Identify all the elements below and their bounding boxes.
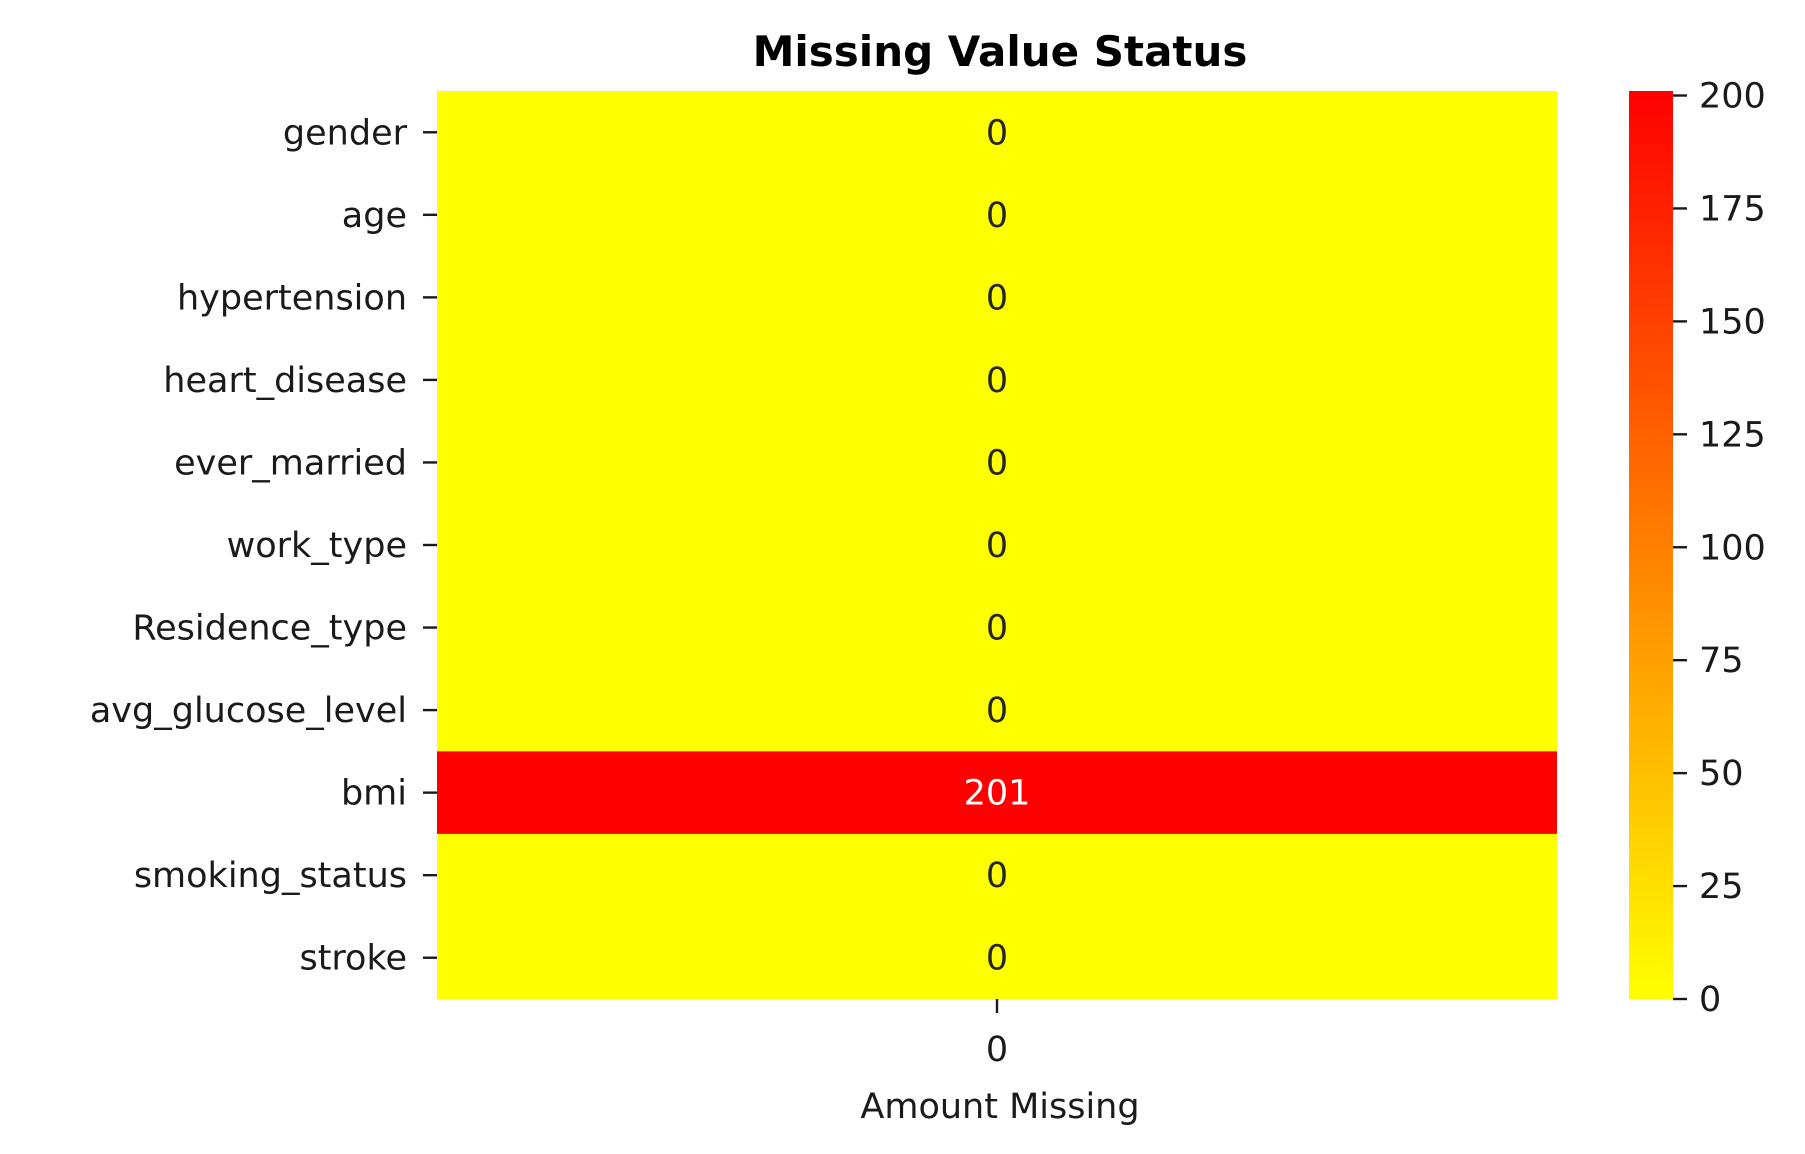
colorbar — [1629, 91, 1673, 999]
colorbar-tick-label: 100 — [1699, 528, 1766, 568]
heatmap-cell — [437, 586, 1557, 670]
x-axis-label: Amount Missing — [860, 1087, 1139, 1127]
cell-value-label: 0 — [986, 113, 1008, 153]
y-axis: gender age hypertension heart_disease ever_m… — [90, 113, 437, 979]
heatmap-cell — [437, 833, 1557, 917]
cell-value-label: 0 — [986, 278, 1008, 318]
heatmap-cell — [437, 338, 1557, 422]
heatmap-cell — [437, 173, 1557, 257]
heatmap-cell — [437, 751, 1557, 835]
y-tick-label: smoking_status — [134, 856, 407, 896]
colorbar-tick-label: 25 — [1699, 867, 1744, 907]
cell-value-label: 201 — [964, 774, 1031, 814]
heatmap-cell — [437, 421, 1557, 505]
cell-value-label: 0 — [986, 526, 1008, 566]
heatmap-cell — [437, 256, 1557, 340]
colorbar-tick-label: 125 — [1699, 415, 1766, 455]
cell-value-label: 0 — [986, 939, 1008, 979]
y-tick-label: avg_glucose_level — [90, 691, 407, 731]
cell-value-label: 0 — [986, 609, 1008, 649]
heatmap-cells: 0 0 0 0 0 0 0 0 201 0 0 — [437, 91, 1557, 1000]
colorbar-tick-label: 200 — [1699, 77, 1766, 117]
x-tick-label: 0 — [986, 1030, 1008, 1070]
x-axis: 0 — [986, 999, 1008, 1070]
y-tick-label: Residence_type — [132, 609, 407, 649]
colorbar-tick-label: 175 — [1699, 189, 1766, 229]
cell-value-label: 0 — [986, 361, 1008, 401]
colorbar-axis: 0 25 50 75 100 125 150 175 200 — [1673, 77, 1766, 1020]
colorbar-tick-label: 0 — [1699, 980, 1721, 1020]
cell-value-label: 0 — [986, 443, 1008, 483]
y-tick-label: heart_disease — [163, 361, 407, 401]
y-tick-label: age — [342, 196, 407, 236]
cell-value-label: 0 — [986, 691, 1008, 731]
colorbar-tick-label: 150 — [1699, 302, 1766, 342]
heatmap-cell — [437, 503, 1557, 587]
y-tick-label: hypertension — [177, 278, 407, 318]
y-tick-label: stroke — [299, 939, 407, 979]
y-tick-label: bmi — [341, 774, 407, 814]
cell-value-label: 0 — [986, 856, 1008, 896]
y-tick-label: gender — [283, 113, 408, 153]
heatmap-cell — [437, 91, 1557, 175]
colorbar-tick-label: 75 — [1699, 641, 1744, 681]
y-tick-label: ever_married — [174, 443, 407, 483]
chart-title: Missing Value Status — [753, 27, 1248, 76]
y-tick-label: work_type — [227, 526, 407, 566]
heatmap-cell — [437, 916, 1557, 1000]
cell-value-label: 0 — [986, 196, 1008, 236]
colorbar-tick-label: 50 — [1699, 754, 1744, 794]
heatmap-cell — [437, 668, 1557, 752]
